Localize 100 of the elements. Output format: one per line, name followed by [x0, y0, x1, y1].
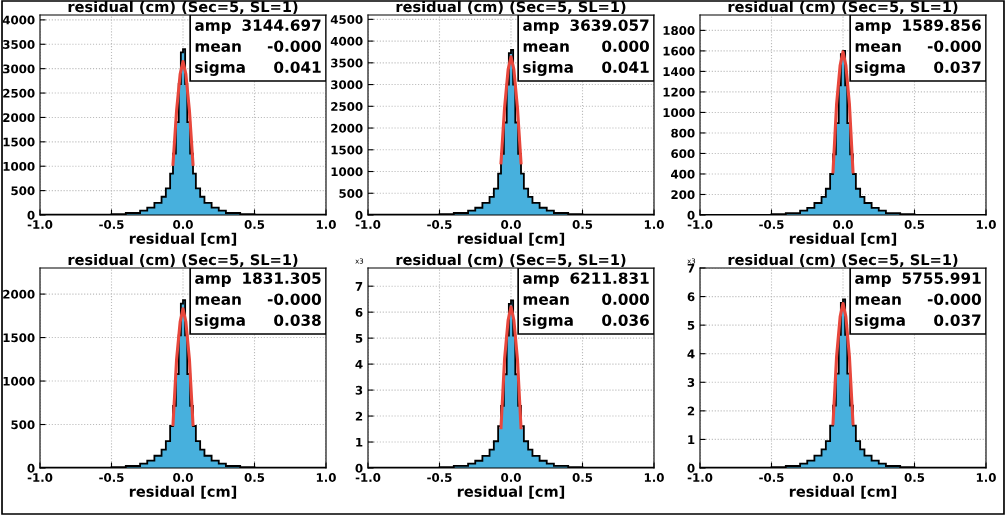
- x-tick-label: 1.0: [644, 220, 664, 229]
- annotation: amp: [523, 275, 559, 287]
- annotation: mean: [195, 43, 241, 52]
- line-series: [499, 305, 523, 430]
- annotation: amp: [855, 275, 891, 287]
- y-tick-label: 5: [687, 321, 695, 330]
- y-tick-label: 2500: [3, 88, 35, 98]
- x-tick-label: -0.5: [99, 220, 124, 229]
- y-tick-label: 4: [355, 359, 363, 369]
- chart-title: residual (cm) (Sec=5, SL=1): [396, 0, 626, 15]
- y-tick-label: 600: [671, 149, 695, 159]
- annotation: 5755.991: [902, 272, 981, 284]
- y-tick-label: 7: [355, 282, 363, 291]
- y-tick-label: 500: [11, 420, 35, 430]
- line-series: [499, 55, 523, 165]
- annotation: 0.000: [602, 293, 649, 305]
- y-tick-label: 1500: [3, 137, 35, 147]
- line-series: [171, 60, 195, 166]
- annotation: 0.041: [602, 61, 649, 73]
- annotation: 0.037: [934, 61, 981, 73]
- annotation: -0.000: [267, 293, 321, 305]
- annotation: 3639.057: [570, 19, 649, 31]
- annotation: amp: [195, 275, 231, 287]
- annotation: sigma: [523, 314, 573, 329]
- y-tick-label: 0: [687, 463, 695, 473]
- chart-title: residual (cm) (Sec=5, SL=1): [396, 253, 626, 268]
- annotation: amp: [855, 22, 891, 34]
- annotation: 1589.856: [903, 19, 981, 31]
- annotation: 1831.305: [243, 272, 321, 284]
- y-tick-label: 0: [27, 210, 35, 220]
- annotation: mean: [855, 296, 901, 305]
- x-tick-label: -1.0: [687, 473, 713, 482]
- x-tick-label: 0.5: [904, 220, 925, 229]
- y-tick-label: 3: [355, 385, 363, 395]
- x-tick-label: -0.5: [99, 473, 124, 482]
- annotation: sigma: [855, 314, 905, 329]
- x-axis-title: residual [cm]: [457, 485, 565, 499]
- x-tick-label: -0.5: [759, 220, 784, 229]
- x-tick-label: -1.0: [355, 473, 381, 482]
- x-tick-label: 1.0: [976, 473, 996, 482]
- y-tick-label: 1: [356, 437, 363, 447]
- x-tick-label: 0.5: [244, 473, 265, 482]
- y-tick-label: 7: [687, 263, 695, 273]
- chart-title: residual (cm) (Sec=5, SL=1): [728, 253, 958, 268]
- annotation: mean: [523, 296, 569, 305]
- annotation: -0.000: [927, 293, 981, 305]
- y-tick-label: 0: [27, 463, 35, 473]
- annotation: -0.000: [927, 40, 981, 52]
- x-tick-label: 0.5: [572, 220, 593, 229]
- chart-title: residual (cm) (Sec=5, SL=1): [68, 0, 298, 15]
- line-series: [171, 307, 195, 427]
- annotation: 6211.831: [570, 272, 649, 284]
- annotation: sigma: [195, 314, 245, 329]
- y-tick-label: 1000: [331, 167, 363, 177]
- line-series: [831, 301, 855, 426]
- x-tick-label: -1.0: [27, 473, 53, 482]
- y-tick-label: 1400: [663, 67, 695, 77]
- y-tick-label: 3000: [331, 80, 363, 90]
- x-axis-title: residual [cm]: [129, 232, 237, 246]
- y-tick-label: 3500: [331, 58, 363, 68]
- x-tick-label: 1.0: [316, 220, 336, 229]
- y-tick-label: 1500: [331, 145, 363, 155]
- annotation: 0.038: [274, 314, 321, 326]
- annotation: 3144.697: [242, 19, 321, 31]
- line-series: [831, 50, 855, 174]
- x-tick-label: 0.5: [904, 473, 925, 482]
- x-axis-title: residual [cm]: [789, 232, 897, 246]
- y-tick-label: 0: [355, 463, 363, 473]
- y-tick-label: 2000: [3, 113, 35, 123]
- y-tick-label: 400: [671, 169, 695, 179]
- x-tick-label: -1.0: [687, 220, 713, 229]
- y-tick-label: 1000: [663, 108, 695, 118]
- y-tick-label: 5: [355, 334, 363, 343]
- x-tick-label: 1.0: [316, 473, 336, 482]
- y-tick-label: 2000: [331, 123, 363, 133]
- annotation: sigma: [195, 61, 245, 76]
- annotation: 0.041: [274, 61, 321, 73]
- y-tick-label: 1000: [3, 376, 35, 386]
- x-tick-label: -0.5: [427, 473, 452, 482]
- annotation: mean: [855, 43, 901, 52]
- y-tick-label: 3: [687, 378, 695, 387]
- x-tick-label: 1.0: [976, 220, 996, 229]
- x-tick-label: 0.0: [501, 220, 521, 229]
- x-axis-title: residual [cm]: [457, 232, 565, 246]
- y-tick-label: 4: [687, 349, 695, 359]
- x-tick-label: 0.5: [244, 220, 265, 229]
- annotation: -0.000: [267, 40, 321, 52]
- annotation: 0.037: [934, 314, 981, 326]
- annotation: amp: [195, 22, 231, 34]
- y-tick-label: 800: [671, 128, 695, 138]
- annotation: 0.036: [602, 314, 649, 326]
- annotation: mean: [195, 296, 241, 305]
- y-tick-label: 6: [687, 292, 695, 302]
- x-tick-label: 1.0: [644, 473, 664, 482]
- y-tick-label: 4500: [330, 15, 363, 24]
- annotation: sigma: [855, 61, 905, 76]
- x-axis-title: residual [cm]: [789, 485, 897, 499]
- y-tick-label: 3000: [3, 64, 35, 74]
- y-tick-label: 2000: [3, 289, 35, 299]
- x-tick-label: -1.0: [355, 220, 381, 229]
